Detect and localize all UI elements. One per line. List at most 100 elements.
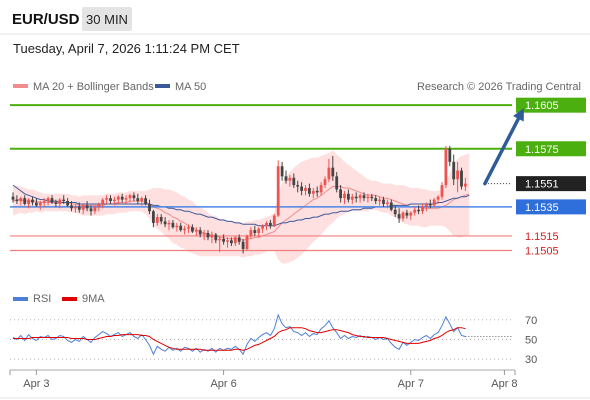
candle-body [132,195,136,199]
candle-body [144,198,147,204]
candle-body [249,230,253,236]
candle-body [66,201,69,206]
candle-body [413,209,417,213]
candle-body [319,185,323,193]
candle-body [233,237,237,244]
candle-body [362,195,366,199]
level-box-1.1551 [516,176,586,192]
candle-body [428,203,432,206]
candle-body [339,189,342,199]
candle-body [448,148,452,162]
candle-body [456,170,459,180]
candle-body [343,193,346,199]
candle-body [210,234,214,238]
forecast-arrow-shaft [483,116,521,186]
candle-body [272,215,276,226]
candle-body [311,190,315,194]
rsi-tick-30: 30 [525,354,537,366]
candle-body [315,190,319,193]
candle-body [241,241,245,250]
ma50-legend-swatch [155,84,170,88]
rsi-legend-label: RSI [33,293,51,305]
rsi-tick-50: 50 [525,334,537,346]
candle-body [358,195,362,199]
candle-body [120,196,124,200]
candle-body [460,170,463,187]
rsi-series-9ma [13,327,466,351]
candle-body [393,209,397,215]
candle-body [148,203,151,212]
candle-body [323,179,327,186]
candle-body [436,196,440,200]
candle-body [187,227,190,229]
candle-body [300,186,303,191]
candle-body [159,217,163,222]
price-panel: 1.1605 1.1575 1.1551 1.1535 1.1515 1.1505 [10,97,586,264]
level-box-1.1605 [516,97,586,113]
candle-body [261,225,264,229]
rsi-tick-70: 70 [525,315,537,327]
candle-body [284,176,288,181]
candle-body [417,209,420,212]
candle-body [397,214,401,219]
x-tick-label-Apr-6: Apr 6 [210,378,236,390]
candle-body [191,227,194,232]
candle-body [269,222,272,226]
symbol-title: EUR/USD [12,11,80,28]
ma20-line [12,186,470,241]
candle-body [113,199,116,202]
candle-body [218,238,222,241]
candle-body [350,196,354,200]
candle-body [155,217,159,223]
candle-body [237,237,241,242]
candle-body [27,199,30,204]
candle-body [85,205,89,209]
candle-body [308,187,311,194]
interval-label: 30 MIN [86,12,128,27]
candle-body [386,202,389,204]
candle-body [97,203,101,207]
candle-body [206,233,210,238]
candle-body [405,212,409,216]
candle-body [128,195,132,199]
candle-body [23,198,27,204]
candle-body [347,193,350,200]
candle-body [401,212,405,219]
level-label-1.1535: 1.1535 [525,202,559,214]
candle-body [280,166,284,177]
datetime-label: Tuesday, April 7, 2026 1:11:24 PM CET [13,41,240,56]
candle-body [421,206,424,212]
rsi-series-rsi [12,313,466,356]
ma20-legend-label: MA 20 + Bollinger Bands [33,81,154,93]
level-label-1.1575: 1.1575 [525,144,559,156]
candle-body [425,203,428,207]
candle-body [296,185,300,187]
candle-body [89,208,93,212]
candle-body [62,199,66,202]
candle-body [327,167,331,180]
candle-body [183,228,186,231]
candle-body [175,225,179,228]
candle-body [42,201,46,203]
x-axis: Apr 3 Apr 6 Apr 7 Apr 8 [9,370,518,390]
candle-body [226,240,229,242]
level-box-1.1535 [516,199,586,215]
level-label-1.1605: 1.1605 [525,100,559,112]
candle-body [194,230,198,232]
candle-body [15,199,19,202]
candle-body [31,199,34,203]
candle-body [444,148,448,186]
ma50-line [12,184,470,227]
candle-body [116,196,120,200]
level-box-1.1575 [516,141,586,157]
candle-body [124,198,128,200]
candle-body [257,228,261,234]
ma9-legend-swatch [62,297,77,301]
interval-badge[interactable] [82,7,132,31]
candle-body [167,222,171,225]
candle-body [245,235,249,250]
candle-body [292,177,296,186]
rsi-legend-swatch [13,297,28,301]
candle-body [35,202,38,206]
